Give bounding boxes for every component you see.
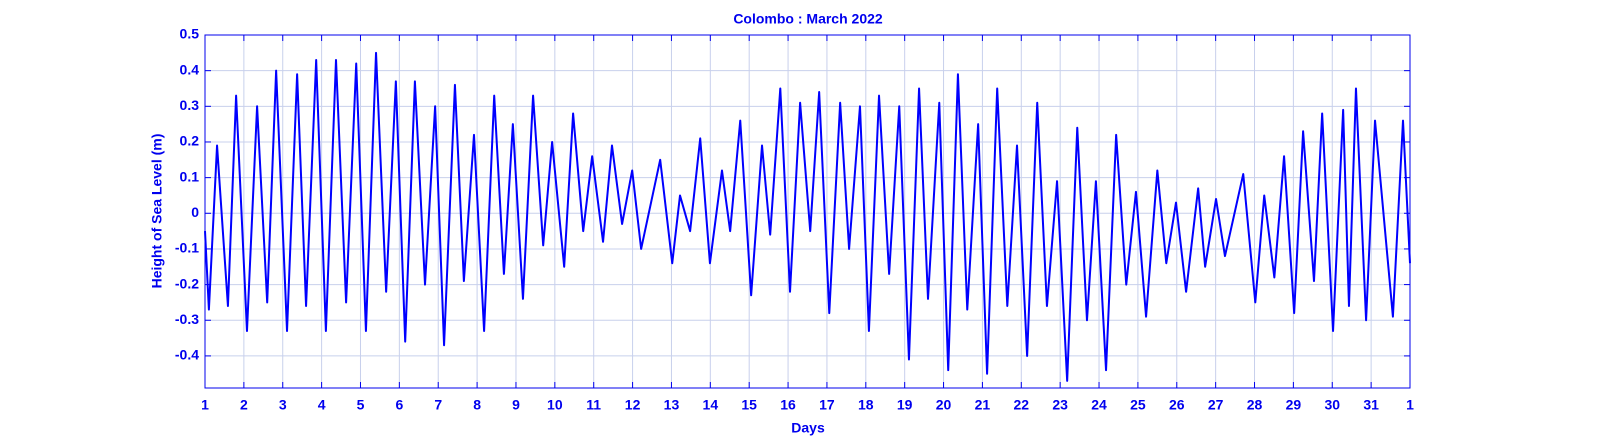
x-tick-label: 9 (512, 397, 520, 413)
x-tick-label: 19 (897, 397, 913, 413)
x-axis-label: Days (791, 420, 825, 436)
y-tick-label: 0.3 (180, 97, 200, 113)
y-tick-label: 0.1 (180, 168, 200, 184)
x-tick-label: 17 (819, 397, 835, 413)
x-tick-label: 30 (1324, 397, 1340, 413)
x-tick-label: 27 (1208, 397, 1224, 413)
sea-level-line (204, 51, 1411, 382)
y-tick-label: 0.5 (180, 26, 200, 42)
y-tick-label: -0.3 (175, 311, 199, 327)
x-tick-label: 11 (586, 397, 601, 413)
x-tick-label: 26 (1169, 397, 1185, 413)
chart-title: Colombo : March 2022 (733, 11, 883, 27)
x-tick-label: 4 (318, 397, 326, 413)
x-tick-label: 18 (858, 397, 874, 413)
y-tick-label: -0.1 (175, 240, 199, 256)
x-tick-label: 10 (547, 397, 563, 413)
x-tick-label: 15 (741, 397, 757, 413)
x-tick-label: 20 (936, 397, 952, 413)
plot: -0.4-0.3-0.2-0.100.10.20.30.40.51 2 3 4 5 6 7 8… (175, 26, 1414, 413)
x-tick-label: 28 (1247, 397, 1263, 413)
y-tick-label: 0 (191, 204, 199, 220)
y-tick-label: 0.4 (180, 61, 200, 77)
y-tick-label: -0.2 (175, 275, 199, 291)
x-tick-label: 24 (1091, 397, 1107, 413)
x-tick-label: 5 (357, 397, 365, 413)
x-tick-label: 14 (703, 397, 719, 413)
x-tick-label: 23 (1052, 397, 1068, 413)
y-axis-label: Height of Sea Level (m) (149, 134, 165, 289)
x-tick-label: 7 (434, 397, 442, 413)
x-tick-label: 3 (279, 397, 287, 413)
x-tick-label: 8 (473, 397, 481, 413)
x-tick-label: 25 (1130, 397, 1146, 413)
x-tick-label: 12 (625, 397, 641, 413)
x-tick-label: 31 (1363, 397, 1379, 413)
x-tick-label: 2 (240, 397, 248, 413)
x-tick-label: 16 (780, 397, 796, 413)
x-tick-label: 1 (201, 397, 209, 413)
y-tick-label: 0.2 (180, 133, 200, 149)
x-tick-label: 1 (1406, 397, 1414, 413)
x-tick-label: 22 (1014, 397, 1030, 413)
plot-frame (204, 34, 1411, 389)
x-tick-label: 13 (664, 397, 680, 413)
y-tick-label: -0.4 (175, 347, 199, 363)
x-tick-label: 29 (1286, 397, 1302, 413)
x-tick-label: 21 (975, 397, 991, 413)
x-tick-label: 6 (395, 397, 403, 413)
